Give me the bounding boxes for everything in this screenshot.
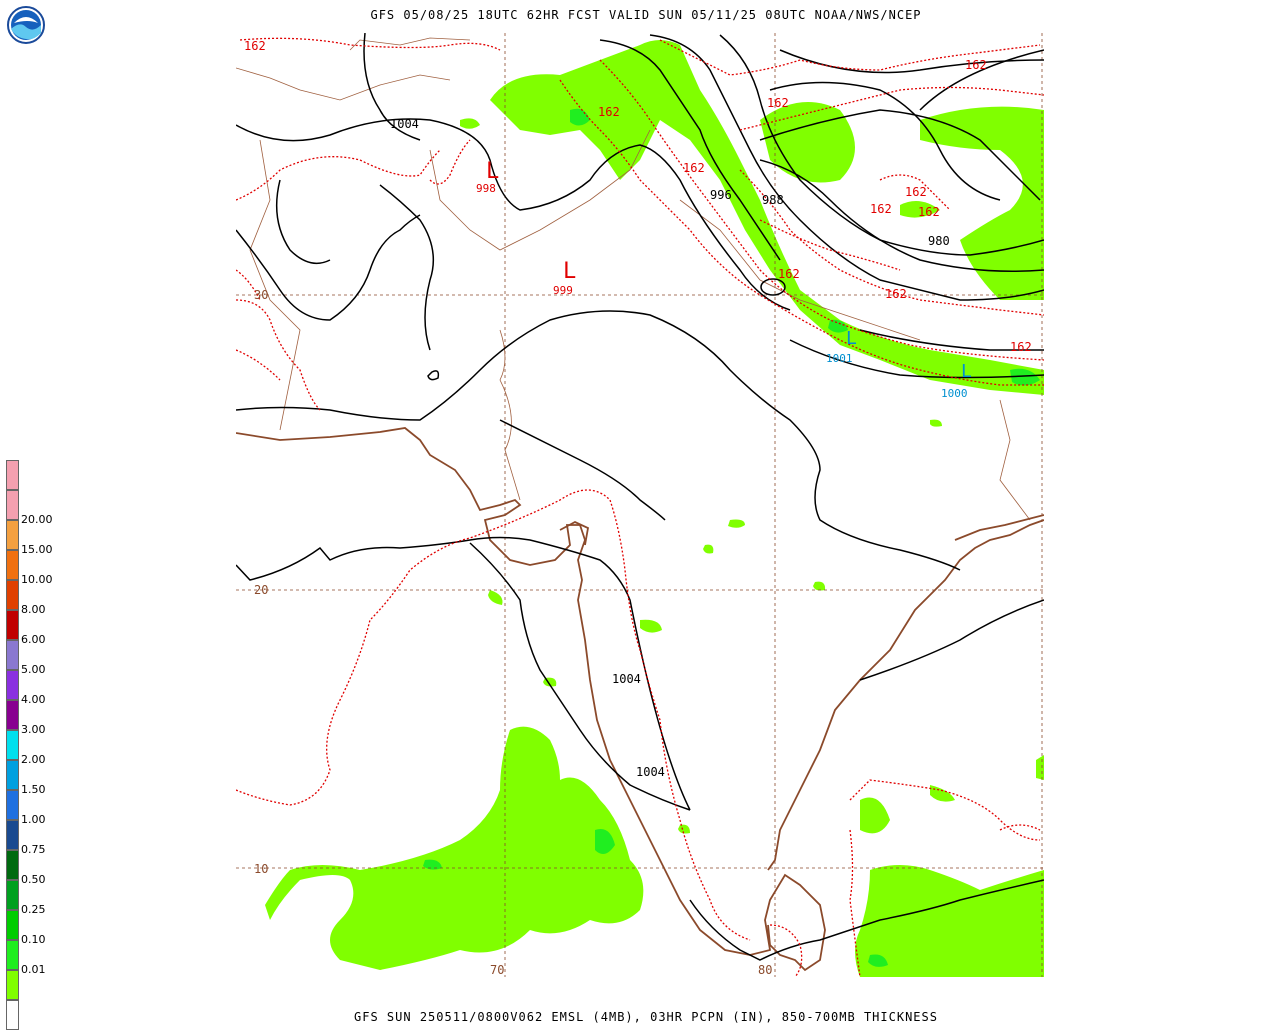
legend-swatch: [6, 820, 19, 850]
legend-label: 0.10: [21, 933, 46, 946]
isobar-label: 980: [928, 234, 950, 248]
isobar-label: 1004: [612, 672, 641, 686]
low-value: 1001: [826, 352, 853, 365]
thickness-label: 162: [683, 161, 705, 175]
thickness-label: 162: [905, 185, 927, 199]
lat-lon-grid: [236, 33, 1044, 977]
legend-swatch: [6, 640, 19, 670]
low-symbol: L: [563, 259, 576, 284]
legend-swatch: [6, 940, 19, 970]
lon-labels: 70 80: [490, 963, 772, 977]
legend-label: 8.00: [21, 603, 46, 616]
low-value: 999: [553, 284, 573, 297]
legend-swatch: [6, 970, 19, 1000]
legend-swatch: [6, 490, 19, 520]
lon-label-80: 80: [758, 963, 772, 977]
coastline: [236, 427, 1044, 972]
lat-label-10: 10: [254, 862, 268, 876]
legend-swatch: [6, 580, 19, 610]
lon-label-70: 70: [490, 963, 504, 977]
precip-heavier: [423, 108, 1040, 967]
isobar-label: 988: [762, 193, 784, 207]
precip-legend: [6, 460, 20, 1030]
noaa-logo-icon: [7, 6, 45, 44]
low-value: 1000: [941, 387, 968, 400]
low-symbol: L: [961, 361, 972, 382]
map-caption: GFS SUN 250511/0800V062 EMSL (4MB), 03HR…: [354, 1010, 938, 1024]
legend-label: 6.00: [21, 633, 46, 646]
legend-swatch: [6, 880, 19, 910]
lat-label-20: 20: [254, 583, 268, 597]
legend-swatch: [6, 550, 19, 580]
isobars: [236, 33, 1044, 961]
legend-label: 10.00: [21, 573, 53, 586]
legend-label: 1.00: [21, 813, 46, 826]
precip-areas: [265, 40, 1044, 977]
small-isobar: [427, 278, 786, 381]
lat-labels: 30 20 10: [254, 288, 268, 876]
map-canvas: 30 20 10 70 80 1004 996 988 980 1004 100…: [236, 33, 1044, 977]
isobar-labels: 1004 996 988 980 1004 1004: [390, 117, 950, 779]
thickness-label: 162: [870, 202, 892, 216]
legend-label: 2.00: [21, 753, 46, 766]
low-symbol: L: [846, 328, 857, 349]
legend-swatch: [6, 520, 19, 550]
isobar-label: 1004: [636, 765, 665, 779]
noaa-logo: [6, 5, 46, 45]
legend-label: 0.75: [21, 843, 46, 856]
thickness-label: 162: [965, 58, 987, 72]
thickness-label: 162: [1010, 340, 1032, 354]
weather-map: 30 20 10 70 80 1004 996 988 980 1004 100…: [236, 33, 1044, 977]
low-center-3: L 1001: [826, 328, 857, 365]
legend-swatch: [6, 610, 19, 640]
isobar-label: 996: [710, 188, 732, 202]
legend-swatch: [6, 760, 19, 790]
low-symbol: L: [486, 159, 499, 184]
isobar-label: 1004: [390, 117, 419, 131]
legend-swatch: [6, 670, 19, 700]
low-center-4: L 1000: [941, 361, 972, 400]
thickness-label: 162: [598, 105, 620, 119]
legend-label: 0.50: [21, 873, 46, 886]
lat-label-30: 30: [254, 288, 268, 302]
thickness-label: 162: [778, 267, 800, 281]
low-value: 998: [476, 182, 496, 195]
legend-swatch: [6, 850, 19, 880]
legend-swatch: [6, 910, 19, 940]
low-center-1: L 998: [476, 159, 499, 195]
legend-label: 1.50: [21, 783, 46, 796]
thickness-label: 162: [918, 205, 940, 219]
thickness-contours: [236, 37, 1044, 977]
legend-label: 5.00: [21, 663, 46, 676]
thickness-label: 162: [244, 39, 266, 53]
low-center-2: L 999: [553, 259, 576, 297]
legend-label: 4.00: [21, 693, 46, 706]
legend-label: 0.25: [21, 903, 46, 916]
legend-label: 3.00: [21, 723, 46, 736]
thickness-label: 162: [885, 287, 907, 301]
legend-swatch: [6, 700, 19, 730]
map-title: GFS 05/08/25 18UTC 62HR FCST VALID SUN 0…: [370, 8, 922, 22]
thickness-label: 162: [767, 96, 789, 110]
legend-swatch: [6, 730, 19, 760]
legend-label: 15.00: [21, 543, 53, 556]
legend-swatch: [6, 790, 19, 820]
thickness-labels: 162 162 162 162 162 162 162 162 162 162 …: [244, 39, 1032, 354]
legend-label: 20.00: [21, 513, 53, 526]
legend-label: 0.01: [21, 963, 46, 976]
legend-swatch: [6, 460, 19, 490]
